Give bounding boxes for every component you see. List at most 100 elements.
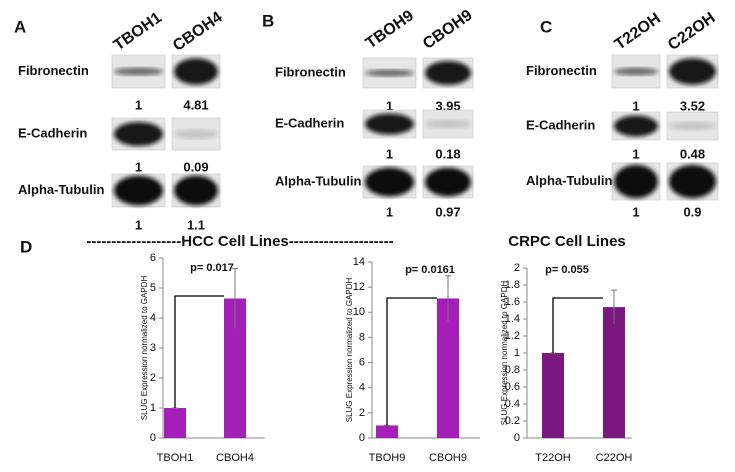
blot-band xyxy=(174,58,218,85)
blot-band xyxy=(114,122,163,146)
panel-label: D xyxy=(20,237,32,256)
x-tick-label: CBOH4 xyxy=(216,452,254,464)
y-tick-label: 2 xyxy=(150,372,156,384)
y-tick-label: 0.4 xyxy=(505,398,520,410)
y-tick-label: 5 xyxy=(150,282,156,294)
y-tick-label: 2 xyxy=(359,407,365,419)
quantification: 1 xyxy=(135,97,142,112)
blot-band xyxy=(425,61,471,85)
protein-label: Alpha-Tubulin xyxy=(526,173,612,188)
lane-label: TBOH9 xyxy=(363,7,417,52)
blot-band xyxy=(669,164,716,199)
bar xyxy=(376,425,398,438)
y-tick-label: 1.6 xyxy=(505,296,520,308)
blot-band xyxy=(365,69,414,77)
blot-band xyxy=(425,167,471,197)
x-tick-label: T22OH xyxy=(535,452,571,464)
quantification: 1.1 xyxy=(187,217,205,232)
blot-band xyxy=(174,175,218,206)
bar xyxy=(603,307,625,438)
bar xyxy=(542,353,564,438)
quantification: 1 xyxy=(632,98,639,113)
quantification: 1 xyxy=(386,146,393,161)
y-tick-label: 0.8 xyxy=(505,364,520,376)
annotation: p= 0.017 xyxy=(190,262,234,274)
quantification: 1 xyxy=(386,204,393,219)
y-tick-label: 0.2 xyxy=(505,415,520,427)
blot-band xyxy=(114,67,163,76)
lane-label: CBOH9 xyxy=(420,7,476,53)
quantification: 1 xyxy=(632,204,639,219)
y-tick-label: 1 xyxy=(514,347,520,359)
lane-label: C22OH xyxy=(665,10,718,55)
y-tick-label: 1.4 xyxy=(505,313,520,325)
quantification: 0.18 xyxy=(435,146,460,161)
y-tick-label: 0 xyxy=(150,432,156,444)
blot-band xyxy=(365,167,414,197)
quantification: 1 xyxy=(135,217,142,232)
panel-label: B xyxy=(262,11,274,30)
y-tick-label: 6 xyxy=(150,252,156,264)
y-tick-label: 0.6 xyxy=(505,381,520,393)
quantification: 1 xyxy=(632,146,639,161)
y-axis-label: SLUG Expression normalized to GAPDH xyxy=(500,281,509,426)
y-tick-label: 10 xyxy=(353,306,365,318)
quantification: 3.52 xyxy=(680,98,705,113)
quantification: 0.9 xyxy=(683,204,701,219)
lane-label: TBOH1 xyxy=(111,9,165,54)
bar xyxy=(437,298,459,438)
x-tick-label: C22OH xyxy=(596,452,633,464)
lane-label: T22OH xyxy=(612,10,664,54)
blot-band xyxy=(114,175,163,206)
y-tick-label: 2 xyxy=(514,262,520,274)
section-header: CRPC Cell Lines xyxy=(508,233,626,250)
y-tick-label: 1 xyxy=(150,402,156,414)
panel-label: C xyxy=(540,17,552,36)
lane-label: CBOH4 xyxy=(170,9,226,55)
protein-label: Alpha-Tubulin xyxy=(275,173,361,188)
quantification: 1 xyxy=(135,159,142,174)
significance-bracket xyxy=(386,297,437,426)
protein-label: Fibronectin xyxy=(18,63,89,78)
significance-bracket xyxy=(552,297,603,353)
x-tick-label: TBOH9 xyxy=(369,452,406,464)
blot-band xyxy=(669,58,716,85)
bar xyxy=(224,298,246,438)
protein-label: Alpha-Tubulin xyxy=(18,182,104,197)
panel-label: A xyxy=(14,17,26,36)
blot-band xyxy=(614,164,658,199)
significance-bracket xyxy=(174,295,224,408)
y-axis-label: SLUG Expression normalized to GAPDH xyxy=(140,276,149,421)
y-tick-label: 0 xyxy=(359,432,365,444)
annotation: p= 0.0161 xyxy=(405,264,455,276)
y-tick-label: 8 xyxy=(359,331,365,343)
protein-label: E-Cadherin xyxy=(18,125,87,140)
blot-band xyxy=(669,121,716,131)
quantification: 1 xyxy=(386,98,393,113)
protein-label: Fibronectin xyxy=(526,63,597,78)
quantification: 0.09 xyxy=(183,159,208,174)
blot-band xyxy=(614,115,658,137)
protein-label: E-Cadherin xyxy=(526,117,595,132)
quantification: 0.97 xyxy=(435,204,460,219)
blot-band xyxy=(425,119,471,129)
protein-label: E-Cadherin xyxy=(275,115,344,130)
blot-band xyxy=(614,67,658,76)
annotation: p= 0.055 xyxy=(545,264,589,276)
x-tick-label: CBOH9 xyxy=(429,452,467,464)
y-tick-label: 12 xyxy=(353,281,365,293)
section-header: -------------------HCC Cell Lines-------… xyxy=(86,233,393,250)
y-axis-label: SLUG Expression normalized to GAPDH xyxy=(345,278,354,423)
y-tick-label: 14 xyxy=(353,256,365,268)
y-tick-label: 1.2 xyxy=(505,330,520,342)
y-tick-label: 4 xyxy=(359,382,365,394)
quantification: 4.81 xyxy=(183,97,208,112)
protein-label: Fibronectin xyxy=(275,64,346,79)
bar xyxy=(164,408,186,438)
blot-band xyxy=(174,129,218,139)
y-tick-label: 6 xyxy=(359,356,365,368)
y-tick-label: 3 xyxy=(150,342,156,354)
y-tick-label: 0 xyxy=(514,432,520,444)
blot-band xyxy=(365,113,414,135)
